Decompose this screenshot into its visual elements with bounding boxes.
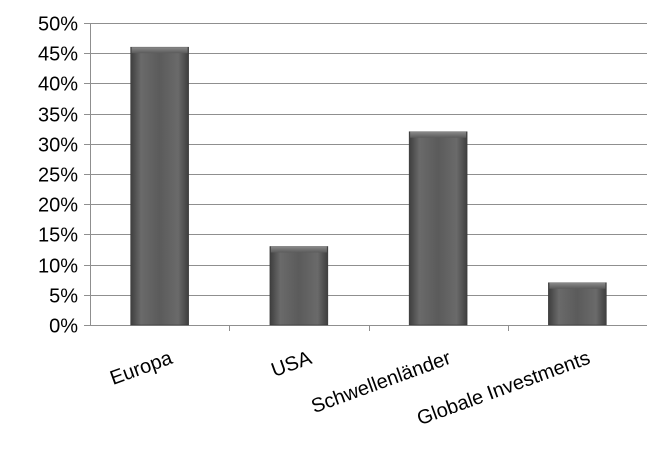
bar-europa (130, 46, 189, 326)
bar-globale-investments (548, 282, 607, 326)
x-category-label: Europa (107, 347, 176, 390)
bar-highlight (270, 246, 327, 253)
bar-highlight (131, 47, 188, 54)
y-tick-label: 40% (38, 74, 78, 96)
y-tick-label: 5% (49, 286, 78, 308)
bar-usa (269, 246, 329, 326)
y-tick-labels: 0% 5% 10% 15% 20% 25% 30% 35% 40% 45% 50% (38, 14, 78, 338)
bar-highlight (410, 131, 467, 138)
y-tick-label: 35% (38, 105, 78, 127)
y-tick-label: 25% (38, 165, 78, 187)
y-tick-label: 20% (38, 195, 78, 217)
axes (84, 23, 647, 331)
y-tick-label: 50% (38, 14, 78, 36)
bar-schwellenländer (408, 131, 468, 326)
bar-highlight (549, 282, 606, 289)
bars (130, 46, 607, 326)
x-category-label: USA (268, 347, 315, 382)
y-tick-label: 0% (49, 316, 78, 338)
y-tick-label: 30% (38, 135, 78, 157)
y-tick-label: 10% (38, 256, 78, 278)
y-tick-label: 15% (38, 225, 78, 247)
y-tick-label: 45% (38, 44, 78, 66)
